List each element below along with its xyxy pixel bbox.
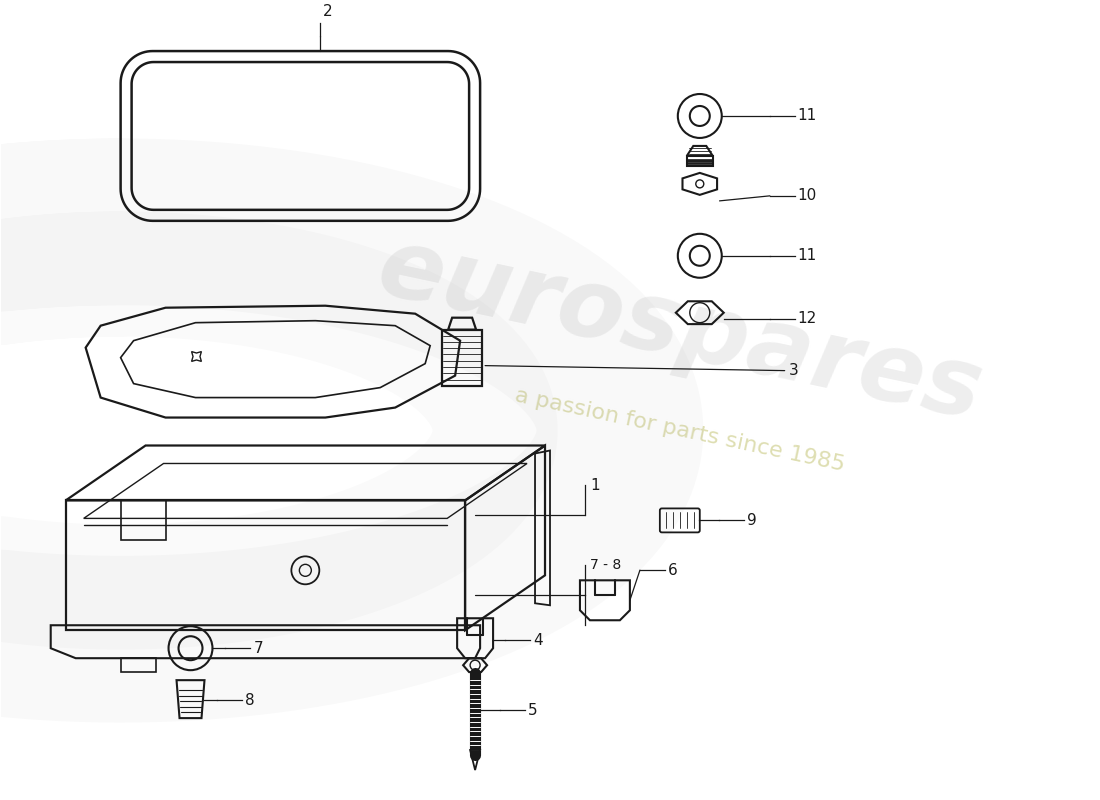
Text: 1: 1 — [590, 478, 600, 493]
Text: a passion for parts since 1985: a passion for parts since 1985 — [513, 386, 847, 475]
Text: 11: 11 — [798, 248, 817, 263]
Text: eurospares: eurospares — [370, 222, 990, 440]
Text: 9: 9 — [747, 513, 757, 528]
Text: 8: 8 — [245, 693, 255, 708]
Text: 11: 11 — [798, 109, 817, 123]
Text: 2: 2 — [323, 4, 333, 19]
Text: 5: 5 — [528, 702, 538, 718]
Text: 7 - 8: 7 - 8 — [590, 558, 621, 572]
Text: 7: 7 — [253, 641, 263, 656]
Text: 6: 6 — [668, 563, 678, 578]
Text: 3: 3 — [789, 363, 799, 378]
Text: 10: 10 — [798, 188, 817, 203]
Text: 4: 4 — [534, 633, 542, 648]
Text: 12: 12 — [798, 311, 817, 326]
